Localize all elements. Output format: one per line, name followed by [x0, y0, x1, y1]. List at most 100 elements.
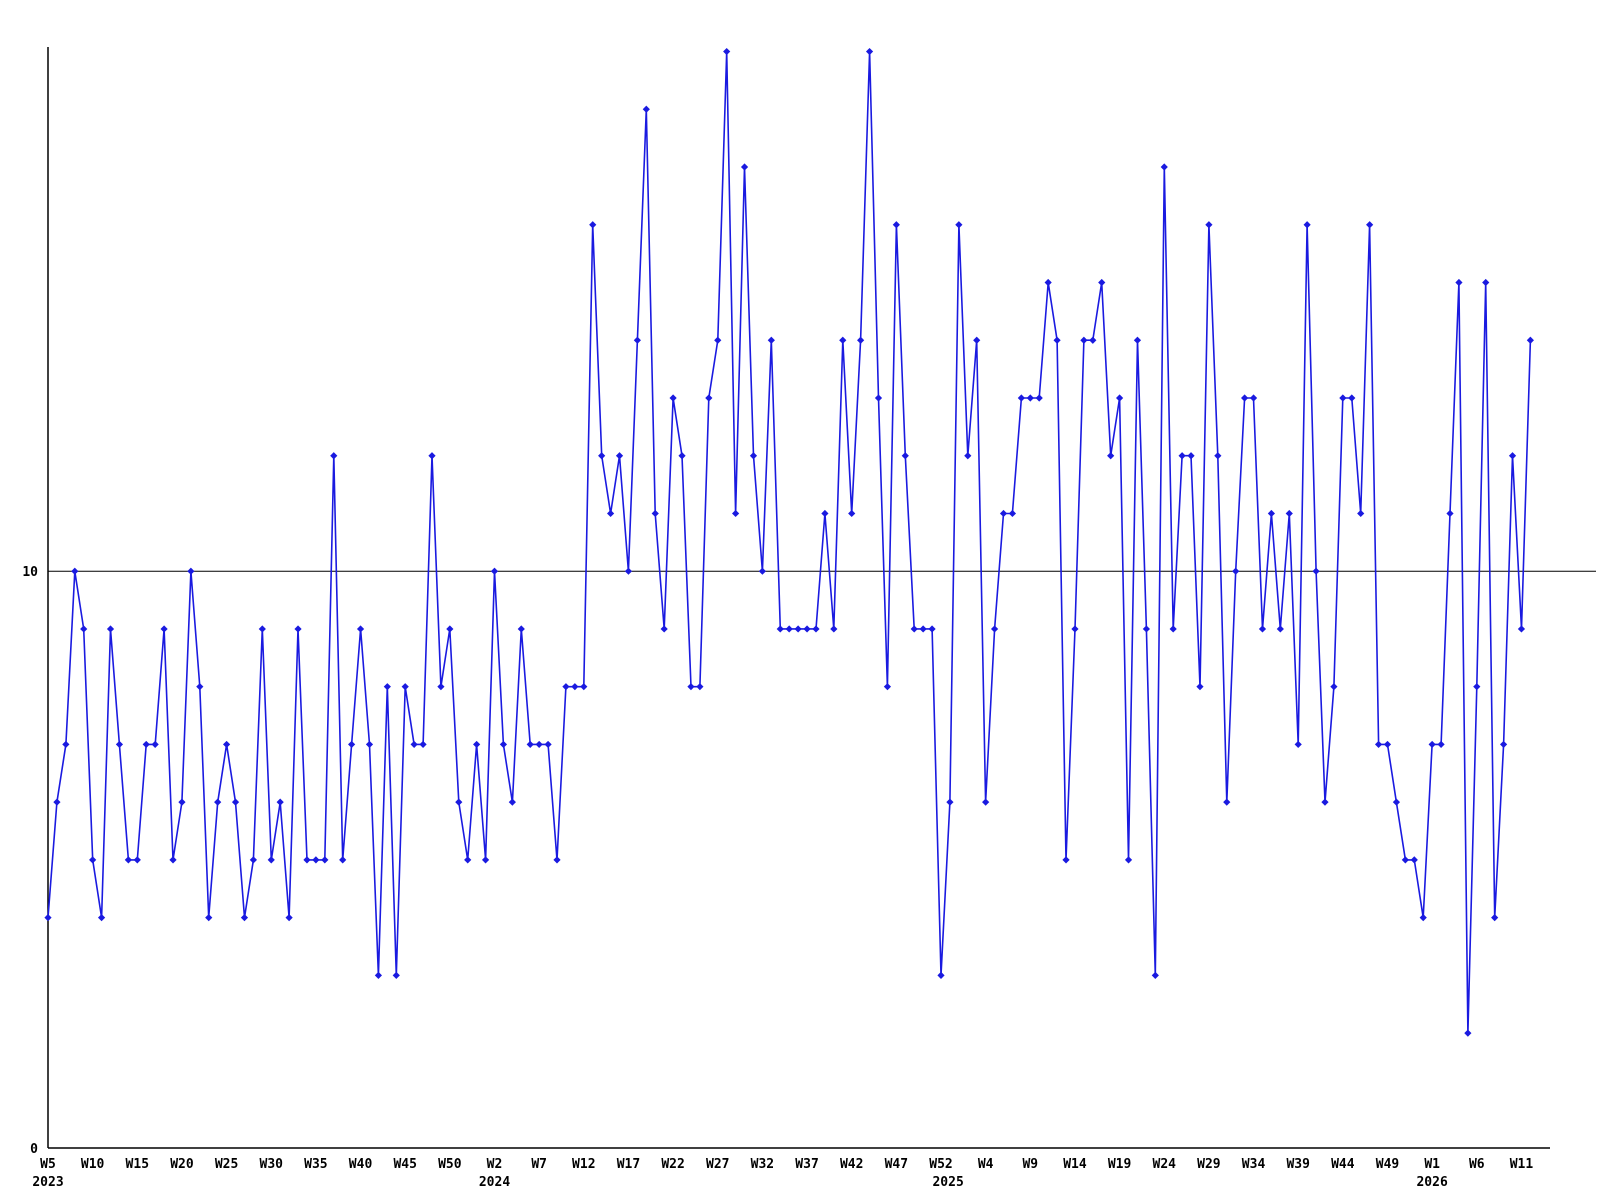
data-point-marker	[990, 625, 999, 633]
data-point-marker	[1098, 278, 1106, 287]
data-point-marker	[1508, 452, 1517, 460]
x-tick-label-w1: W1	[1424, 1157, 1440, 1172]
data-point-marker	[1285, 509, 1293, 518]
data-point-marker	[571, 683, 579, 691]
data-point-marker	[124, 856, 132, 864]
data-point-marker	[401, 683, 409, 691]
data-point-marker	[1401, 856, 1409, 864]
data-point-marker	[267, 856, 275, 864]
data-point-marker	[1241, 394, 1249, 402]
data-point-marker	[187, 567, 195, 575]
data-point-marker	[562, 683, 570, 691]
data-point-marker	[919, 625, 927, 633]
data-point-marker	[1044, 278, 1052, 287]
data-point-marker	[133, 856, 141, 864]
data-point-marker	[767, 336, 775, 344]
x-tick-label-w37: W37	[795, 1157, 818, 1172]
x-tick-label-w9: W9	[1022, 1157, 1038, 1172]
data-point-marker	[973, 336, 981, 344]
data-point-marker	[999, 509, 1008, 518]
data-point-marker	[1107, 452, 1115, 460]
data-point-marker	[1267, 509, 1276, 518]
data-point-marker	[651, 509, 659, 518]
y-axis-label-0: 0	[30, 1142, 38, 1157]
data-point-marker	[669, 394, 677, 402]
data-point-marker	[321, 856, 329, 864]
data-point-marker	[857, 336, 865, 344]
data-point-marker	[231, 798, 240, 806]
x-tick-label-w45: W45	[393, 1157, 416, 1172]
x-tick-label-w19: W19	[1108, 1157, 1131, 1172]
data-point-marker	[214, 798, 222, 806]
data-point-marker	[169, 856, 177, 864]
data-point-marker	[964, 452, 972, 460]
x-tick-label-w42: W42	[840, 1157, 863, 1172]
data-point-marker	[499, 740, 508, 749]
data-point-marker	[1214, 452, 1222, 460]
data-point-marker	[1160, 163, 1168, 171]
data-point-marker	[1223, 798, 1231, 806]
data-point-marker	[1232, 567, 1240, 575]
x-tick-label-w4: W4	[978, 1157, 994, 1172]
data-point-marker	[258, 625, 266, 633]
data-point-marker	[544, 740, 552, 749]
data-point-marker	[830, 625, 838, 633]
data-point-marker	[106, 625, 115, 633]
data-point-marker	[526, 740, 534, 749]
data-point-marker	[365, 740, 374, 749]
data-point-marker	[1169, 625, 1177, 633]
x-tick-label-w35: W35	[304, 1157, 327, 1172]
data-point-marker	[1366, 221, 1374, 229]
data-point-marker	[1017, 394, 1025, 402]
x-tick-label-w34: W34	[1242, 1157, 1266, 1172]
data-point-marker	[723, 47, 731, 56]
data-point-marker	[1258, 625, 1267, 633]
data-point-marker	[312, 856, 320, 864]
data-point-marker	[446, 625, 454, 633]
data-point-marker	[330, 452, 338, 460]
x-tick-label-w50: W50	[438, 1157, 462, 1172]
data-point-marker	[1080, 336, 1088, 344]
data-point-marker	[464, 856, 472, 864]
data-point-marker	[1339, 394, 1347, 402]
data-point-marker	[196, 683, 204, 691]
data-point-marker	[1383, 740, 1392, 749]
data-point-marker	[1499, 740, 1508, 749]
x-tick-label-w20: W20	[170, 1157, 194, 1172]
x-tick-label-w10: W10	[81, 1157, 105, 1172]
data-point-marker	[687, 683, 695, 691]
year-label-2025: 2025	[932, 1175, 963, 1190]
data-point-markers	[44, 47, 1534, 1037]
data-point-marker	[1410, 856, 1418, 864]
data-point-marker	[392, 971, 400, 979]
data-series-line	[47, 51, 1532, 1034]
data-point-marker	[749, 452, 758, 460]
data-point-marker	[1437, 740, 1445, 749]
x-year-labels: 2023 2024 2025 2026	[32, 1175, 1448, 1190]
data-point-marker	[490, 567, 499, 575]
data-point-marker	[642, 105, 650, 113]
data-point-marker	[1062, 856, 1070, 864]
data-point-marker	[624, 567, 633, 575]
data-point-marker	[589, 221, 597, 229]
data-point-marker	[1526, 336, 1534, 344]
data-point-marker	[1142, 625, 1150, 633]
data-point-marker	[455, 798, 463, 806]
data-point-marker	[812, 625, 820, 633]
x-tick-label-w22: W22	[661, 1157, 684, 1172]
x-tick-label-w39: W39	[1286, 1157, 1309, 1172]
data-point-marker	[982, 798, 990, 806]
y-axis-label-10: 10	[22, 565, 38, 580]
data-point-marker	[374, 971, 383, 979]
data-point-marker	[1187, 452, 1195, 460]
data-point-marker	[339, 856, 347, 864]
x-tick-label-w40: W40	[349, 1157, 373, 1172]
data-point-marker	[205, 914, 213, 922]
x-tick-label-w12: W12	[572, 1157, 595, 1172]
data-point-marker	[178, 798, 186, 806]
data-point-marker	[678, 452, 686, 460]
data-point-marker	[839, 336, 847, 344]
data-point-marker	[428, 452, 436, 460]
x-tick-label-w17: W17	[617, 1157, 640, 1172]
